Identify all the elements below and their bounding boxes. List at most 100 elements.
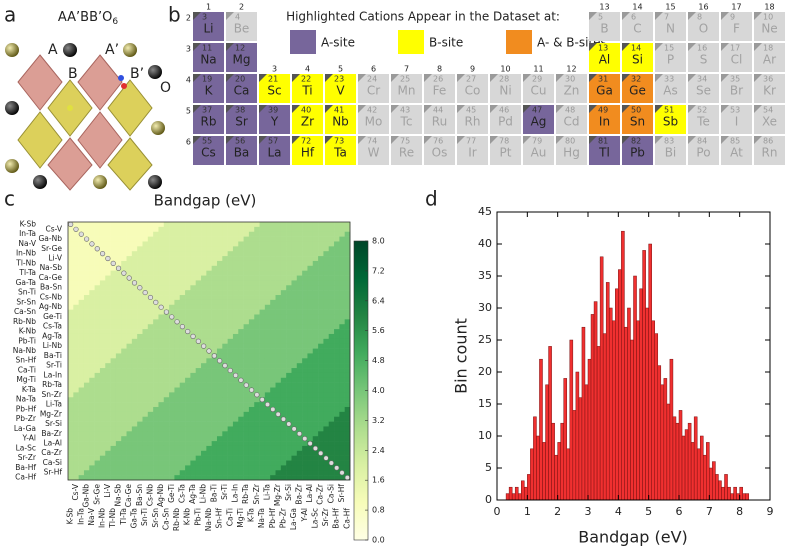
heatmap-cell bbox=[260, 300, 266, 305]
heatmap-cell bbox=[121, 261, 127, 266]
heatmap-cell bbox=[339, 276, 345, 281]
heatmap-cell bbox=[265, 261, 271, 266]
heatmap-cell bbox=[142, 300, 148, 305]
histogram-bar bbox=[670, 359, 673, 500]
heatmap-cell bbox=[339, 314, 345, 319]
y-tick-label: Na-Sb bbox=[40, 263, 63, 272]
x-tick-label: Sr-Ti bbox=[220, 484, 229, 500]
heatmap-cell bbox=[334, 378, 340, 383]
atom bbox=[5, 101, 19, 115]
heatmap-cell bbox=[116, 285, 122, 290]
diagonal-marker bbox=[169, 315, 174, 320]
x-tick-label: Rb-Ta bbox=[241, 484, 250, 504]
heatmap-cell bbox=[196, 290, 202, 295]
heatmap-cell bbox=[291, 319, 297, 324]
heatmap-cell bbox=[286, 426, 292, 431]
heatmap-cell bbox=[148, 422, 154, 427]
heatmap-cell bbox=[244, 349, 250, 354]
histogram-bar bbox=[658, 366, 661, 500]
heatmap-cell bbox=[228, 392, 234, 397]
heatmap-cell bbox=[121, 412, 127, 417]
heatmap-cell bbox=[121, 373, 127, 378]
heatmap-cell bbox=[217, 363, 223, 368]
heatmap-cell bbox=[244, 256, 250, 261]
heatmap-cell bbox=[73, 378, 79, 383]
heatmap-cell bbox=[238, 222, 244, 227]
heatmap-cell bbox=[329, 285, 335, 290]
heatmap-cell bbox=[169, 358, 175, 363]
heatmap-cell bbox=[238, 324, 244, 329]
heatmap-cell bbox=[228, 431, 234, 436]
heatmap-cell bbox=[222, 232, 228, 237]
heatmap-cell bbox=[137, 246, 143, 251]
heatmap-cell bbox=[89, 456, 95, 461]
heatmap-cell bbox=[116, 261, 122, 266]
heatmap-cell bbox=[158, 246, 164, 251]
heatmap-cell bbox=[105, 295, 111, 300]
heatmap-cell bbox=[153, 280, 159, 285]
histogram-bar bbox=[579, 398, 582, 500]
heatmap-cell bbox=[265, 266, 271, 271]
heatmap-cell bbox=[323, 353, 329, 358]
y-tick-label: 35 bbox=[478, 269, 492, 282]
diagonal-marker bbox=[324, 456, 329, 461]
heatmap-cell bbox=[201, 349, 207, 354]
heatmap-cell bbox=[291, 456, 297, 461]
heatmap-cell bbox=[254, 227, 260, 232]
heatmap-cell bbox=[142, 461, 148, 466]
heatmap-cell bbox=[238, 261, 244, 266]
heatmap-cell bbox=[281, 305, 287, 310]
heatmap-cell bbox=[254, 334, 260, 339]
heatmap-cell bbox=[276, 422, 282, 427]
heatmap-cell bbox=[79, 329, 85, 334]
heatmap-cell bbox=[105, 451, 111, 456]
heatmap-cell bbox=[180, 266, 186, 271]
heatmap-cell bbox=[297, 456, 303, 461]
heatmap-cell bbox=[142, 470, 148, 475]
heatmap-cell bbox=[286, 290, 292, 295]
heatmap-cell bbox=[206, 266, 212, 271]
heatmap-cell bbox=[127, 407, 133, 412]
heatmap-cell bbox=[127, 290, 133, 295]
heatmap-cell bbox=[148, 451, 154, 456]
heatmap-cell bbox=[323, 461, 329, 466]
heatmap-cell bbox=[244, 334, 250, 339]
heatmap-cell bbox=[95, 475, 101, 480]
heatmap-cell bbox=[132, 295, 138, 300]
heatmap-cell bbox=[313, 431, 319, 436]
heatmap-cell bbox=[323, 407, 329, 412]
heatmap-cell bbox=[196, 388, 202, 393]
heatmap-cell bbox=[212, 465, 218, 470]
heatmap-cell bbox=[212, 417, 218, 422]
heatmap-cell bbox=[68, 232, 74, 237]
heatmap-cell bbox=[79, 324, 85, 329]
heatmap-cell bbox=[174, 324, 180, 329]
x-tick-label: Ga-Nb bbox=[82, 484, 91, 508]
heatmap-cell bbox=[228, 412, 234, 417]
heatmap-cell bbox=[121, 383, 127, 388]
heatmap-cell bbox=[238, 246, 244, 251]
heatmap-cell bbox=[153, 329, 159, 334]
heatmap-cell bbox=[307, 353, 313, 358]
y-tick-label: 30 bbox=[478, 301, 492, 314]
heatmap-cell bbox=[89, 261, 95, 266]
heatmap-cell bbox=[137, 431, 143, 436]
heatmap-cell bbox=[196, 246, 202, 251]
heatmap-cell bbox=[302, 383, 308, 388]
heatmap-cell bbox=[260, 388, 266, 393]
heatmap-cell bbox=[132, 310, 138, 315]
heatmap-cell bbox=[142, 314, 148, 319]
heatmap-cell bbox=[318, 412, 324, 417]
heatmap-cell bbox=[233, 344, 239, 349]
heatmap-cell bbox=[222, 227, 228, 232]
heatmap-cell bbox=[307, 402, 313, 407]
heatmap-cell bbox=[228, 266, 234, 271]
heatmap-cell bbox=[329, 329, 335, 334]
heatmap-cell bbox=[169, 266, 175, 271]
heatmap-cell bbox=[137, 373, 143, 378]
heatmap-cell bbox=[164, 475, 170, 480]
element-symbol: Mn bbox=[398, 84, 416, 98]
histogram-bar bbox=[549, 346, 552, 500]
x-tick-label: Ca-Hf bbox=[342, 508, 351, 529]
